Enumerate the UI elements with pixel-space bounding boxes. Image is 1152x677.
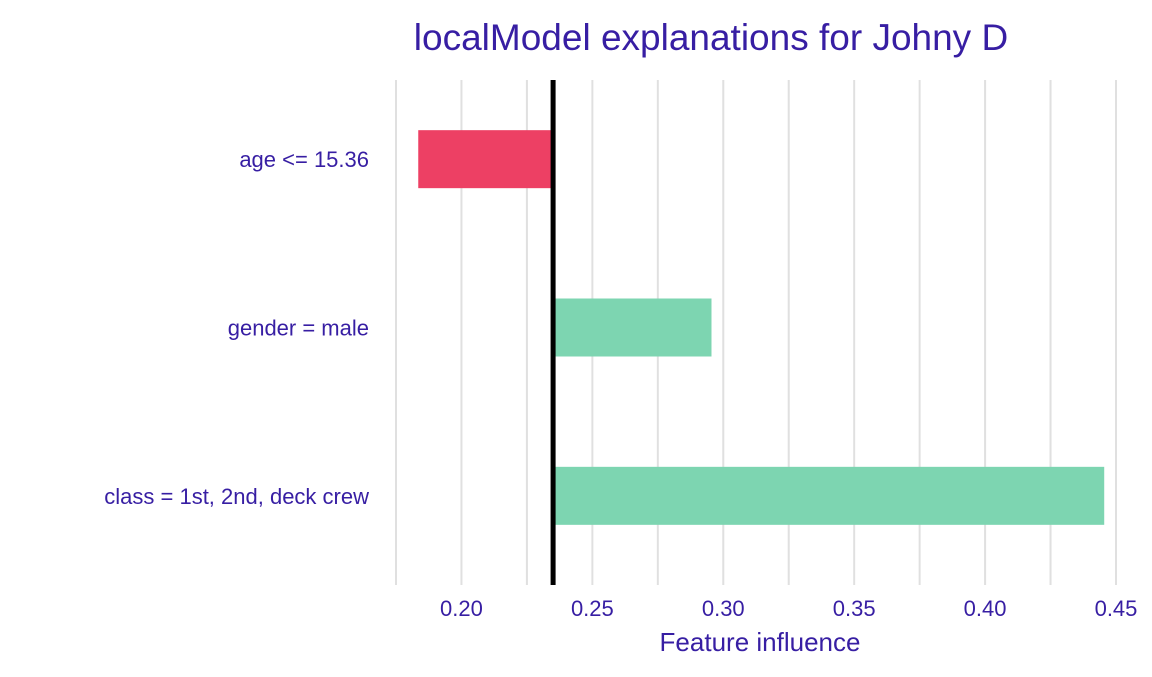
chart-title: localModel explanations for Johny D — [414, 17, 1008, 58]
bar-2 — [553, 298, 712, 357]
x-tick-label: 0.20 — [440, 596, 483, 621]
category-label: age <= 15.36 — [239, 147, 369, 172]
x-tick-label: 0.30 — [702, 596, 745, 621]
category-label: gender = male — [228, 316, 369, 341]
x-axis-title: Feature influence — [660, 627, 861, 657]
bars — [418, 130, 1105, 525]
bar-1 — [418, 130, 554, 189]
x-tick-label: 0.35 — [833, 596, 876, 621]
category-labels: age <= 15.36 gender = male class = 1st, 2n… — [104, 147, 369, 509]
x-tick-label: 0.25 — [571, 596, 614, 621]
x-axis-ticks: 0.20 0.25 0.30 0.35 0.40 0.45 — [440, 596, 1137, 621]
x-tick-label: 0.40 — [964, 596, 1007, 621]
bar-3 — [553, 466, 1105, 525]
category-label: class = 1st, 2nd, deck crew — [104, 484, 369, 509]
x-tick-label: 0.45 — [1095, 596, 1138, 621]
